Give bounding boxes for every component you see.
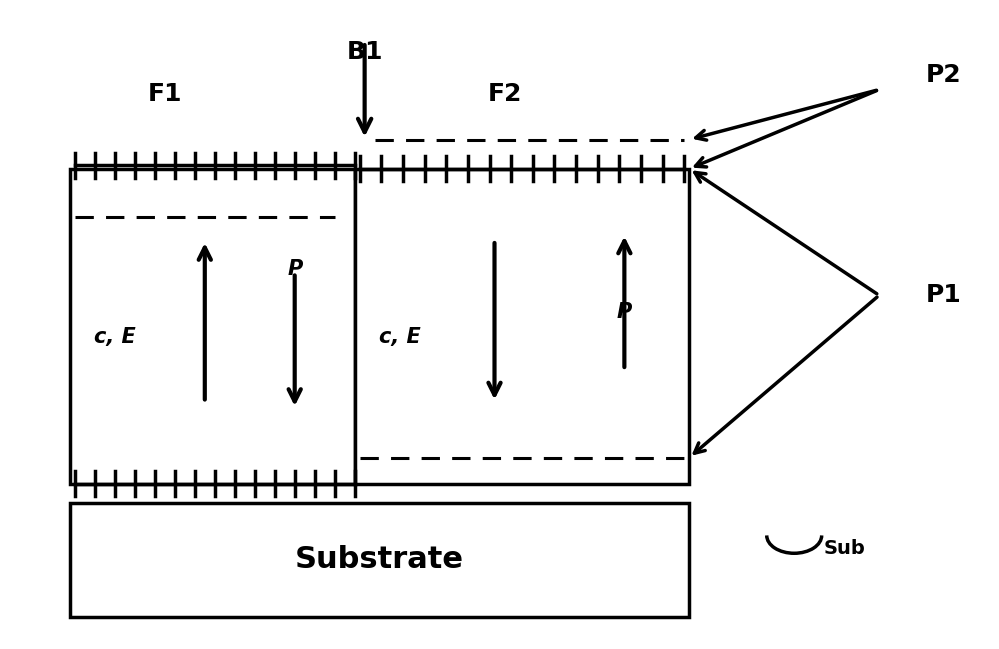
Text: P: P <box>287 260 303 279</box>
Text: Sub: Sub <box>823 539 865 558</box>
Text: F1: F1 <box>148 82 182 106</box>
Text: P2: P2 <box>926 63 962 86</box>
Text: F2: F2 <box>488 82 521 106</box>
Bar <box>70 503 689 617</box>
Text: Substrate: Substrate <box>295 545 465 574</box>
Text: P1: P1 <box>926 284 962 307</box>
Text: B1: B1 <box>347 40 383 64</box>
Text: c, E: c, E <box>94 328 136 347</box>
Bar <box>355 169 689 484</box>
Text: P: P <box>616 302 632 321</box>
Text: c, E: c, E <box>379 328 421 347</box>
Bar <box>70 169 355 484</box>
